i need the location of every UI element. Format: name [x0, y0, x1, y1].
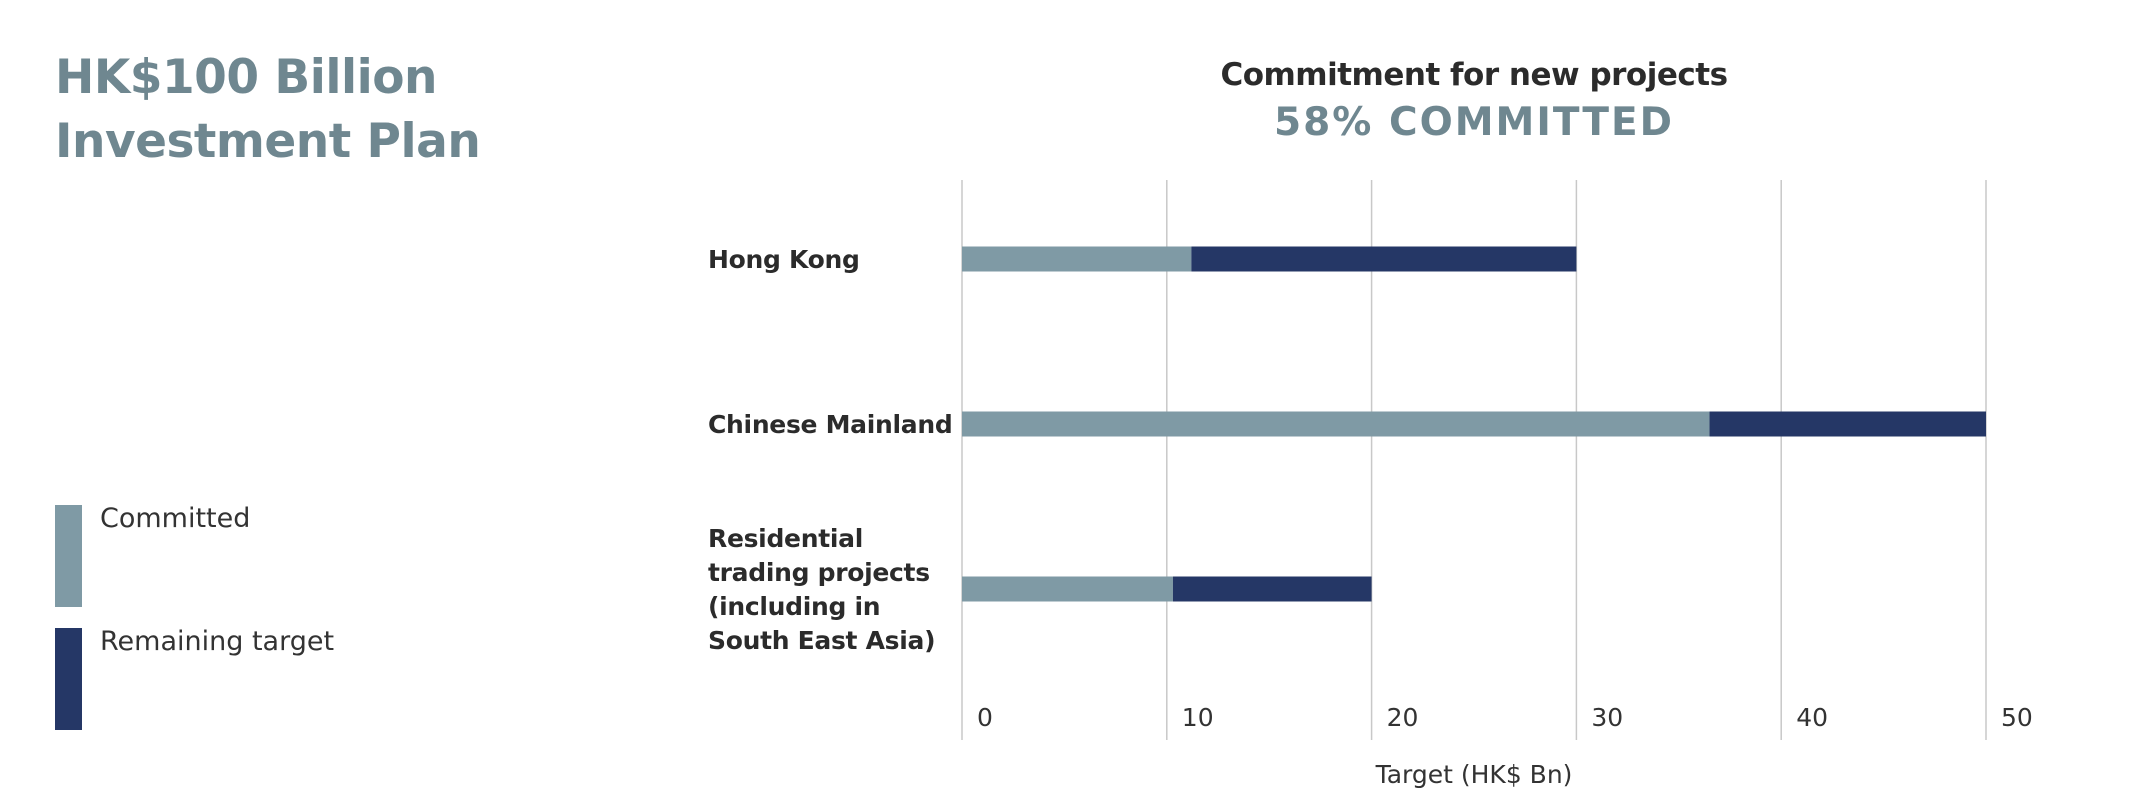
bar-0-series-1 — [1191, 246, 1577, 272]
bar-2-series-1 — [1172, 576, 1372, 602]
category-label-1-line-0: Chinese Mainland — [708, 410, 952, 439]
bar-1-series-0 — [962, 411, 1710, 437]
legend-swatch-committed — [55, 505, 82, 607]
x-tick-label-40: 40 — [1796, 703, 1828, 732]
x-tick-label-0: 0 — [977, 703, 993, 732]
x-tick-label-50: 50 — [2001, 703, 2033, 732]
x-tick-label-10: 10 — [1182, 703, 1214, 732]
bar-1-series-1 — [1709, 411, 1986, 437]
category-label-0-line-0: Hong Kong — [708, 245, 860, 274]
category-label-2-line-1: trading projects — [708, 558, 930, 587]
category-label-2-line-0: Residential — [708, 524, 863, 553]
page-title-line-1: HK$100 Billion — [55, 50, 437, 105]
chart-title: Commitment for new projects — [1220, 57, 1727, 93]
bar-0-series-0 — [962, 246, 1192, 272]
category-label-2-line-3: South East Asia) — [708, 626, 935, 655]
page-title: HK$100 Billion Investment Plan — [55, 46, 615, 174]
x-axis-label: Target (HK$ Bn) — [1375, 760, 1573, 789]
legend-label-committed: Committed — [100, 503, 251, 534]
x-tick-label-30: 30 — [1591, 703, 1623, 732]
page-title-line-2: Investment Plan — [55, 114, 481, 169]
bar-2-series-0 — [962, 576, 1173, 602]
category-label-2-line-2: (including in — [708, 592, 880, 621]
legend-label-remaining-target: Remaining target — [100, 626, 335, 657]
x-tick-label-20: 20 — [1387, 703, 1419, 732]
legend-swatch-remaining-target — [55, 628, 82, 730]
chart-subtitle: 58% COMMITTED — [1274, 100, 1674, 145]
